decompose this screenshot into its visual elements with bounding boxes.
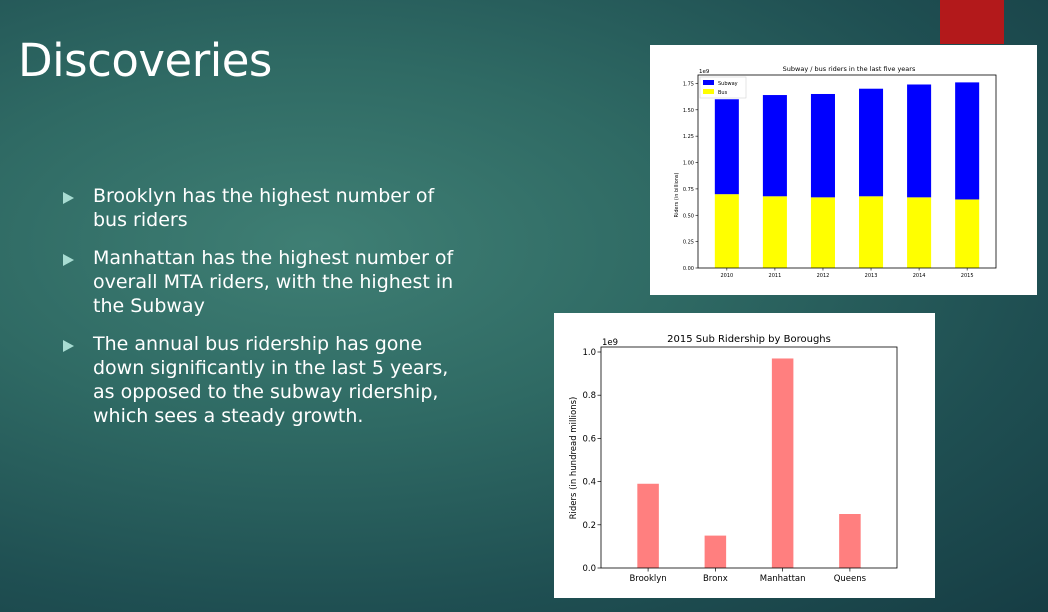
scale-label: 1e9 — [699, 69, 710, 75]
bar-bronx — [704, 535, 727, 568]
bar-bus-2012 — [810, 197, 835, 268]
y-tick-label: 0.50 — [683, 213, 694, 219]
y-tick-label: 0.2 — [582, 521, 596, 531]
triangle-bullet-icon — [63, 192, 74, 204]
stacked-bar-chart-svg: Subway / bus riders in the last five yea… — [674, 65, 997, 279]
y-axis-label: Riders (in billions) — [674, 172, 680, 217]
plot-frame — [600, 346, 898, 569]
y-tick-label: 0.8 — [582, 391, 596, 401]
legend: Subway Bus — [699, 76, 747, 99]
accent-tab — [940, 0, 1004, 44]
bar-subway-2011 — [762, 95, 787, 197]
y-tick-label: 0.4 — [582, 478, 596, 488]
x-tick-label: 2011 — [769, 273, 782, 279]
bullet-list: Brooklyn has the highest number of bus r… — [60, 184, 460, 442]
legend-label-bus: Bus — [718, 90, 728, 96]
bullet-text: The annual bus ridership has gone down s… — [93, 333, 449, 427]
bullet-text: Brooklyn has the highest number of bus r… — [93, 185, 435, 231]
x-tick-label: Manhattan — [760, 574, 806, 584]
bar-subway-2014 — [907, 84, 932, 198]
y-tick-label: 0.25 — [683, 240, 694, 246]
scale-label: 1e9 — [602, 338, 618, 348]
chart-title: 2015 Sub Ridership by Boroughs — [667, 334, 831, 345]
triangle-bullet-icon — [63, 340, 74, 352]
bar-brooklyn — [637, 483, 659, 568]
legend-swatch-bus — [703, 89, 714, 94]
bullet-item: The annual bus ridership has gone down s… — [60, 332, 460, 428]
slide-title: Discoveries — [18, 34, 272, 87]
bar-manhattan — [771, 358, 794, 568]
y-tick-label: 1.00 — [683, 161, 694, 167]
x-tick-label: 2010 — [720, 273, 733, 279]
bar-bus-2011 — [762, 196, 787, 268]
y-tick-label: 0.00 — [683, 266, 694, 272]
bar-subway-2012 — [810, 93, 835, 198]
borough-bar-chart: 2015 Sub Ridership by Boroughs 1e9 Rider… — [554, 313, 935, 598]
x-tick-label: Bronx — [703, 574, 728, 584]
y-tick-label: 1.75 — [683, 81, 694, 87]
bullet-item: Brooklyn has the highest number of bus r… — [60, 184, 460, 232]
bar-bus-2014 — [907, 197, 932, 268]
triangle-bullet-icon — [63, 254, 74, 266]
bar-bus-2013 — [859, 196, 884, 268]
x-tick-label: Brooklyn — [629, 574, 666, 584]
chart-title: Subway / bus riders in the last five yea… — [783, 65, 916, 73]
stacked-bar-chart: Subway / bus riders in the last five yea… — [650, 45, 1037, 295]
legend-label-subway: Subway — [718, 81, 738, 87]
x-tick-label: 2012 — [817, 273, 830, 279]
y-tick-label: 0.0 — [582, 564, 596, 574]
bar-bus-2010 — [714, 194, 739, 268]
x-tick-label: 2014 — [913, 273, 926, 279]
bullet-text: Manhattan has the highest number of over… — [93, 247, 454, 317]
y-axis-label: Riders (in hundread millions) — [569, 397, 579, 520]
bar-subway-2010 — [714, 99, 739, 195]
borough-bar-chart-svg: 2015 Sub Ridership by Boroughs 1e9 Rider… — [569, 334, 898, 584]
x-tick-label: Queens — [834, 574, 867, 584]
x-tick-label: 2013 — [865, 273, 878, 279]
bar-subway-2015 — [955, 82, 980, 200]
bullet-item: Manhattan has the highest number of over… — [60, 246, 460, 318]
y-tick-label: 0.6 — [582, 434, 596, 444]
y-tick-label: 1.0 — [582, 348, 596, 358]
legend-swatch-subway — [703, 80, 714, 85]
y-tick-label: 0.75 — [683, 187, 694, 193]
x-tick-label: 2015 — [961, 273, 974, 279]
bar-subway-2013 — [859, 88, 884, 197]
bar-bus-2015 — [955, 199, 980, 268]
y-tick-label: 1.25 — [683, 134, 694, 140]
plot-frame — [697, 74, 997, 269]
bar-queens — [839, 514, 861, 568]
y-tick-label: 1.50 — [683, 108, 694, 114]
